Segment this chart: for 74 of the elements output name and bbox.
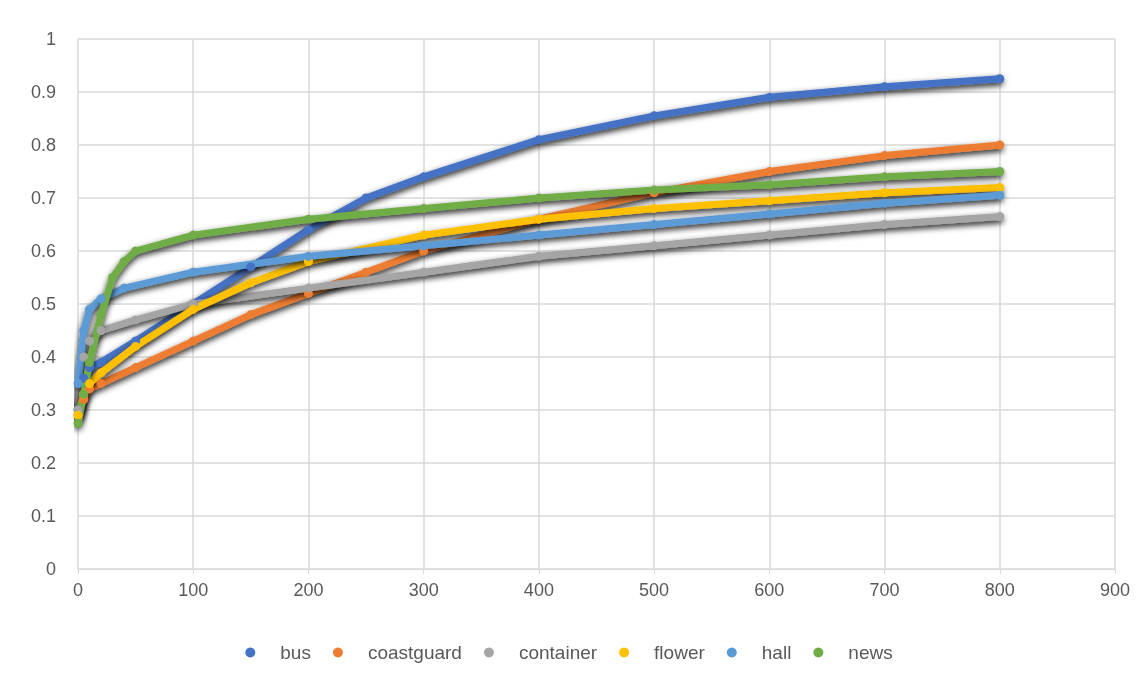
y-tick-label: 1 <box>45 29 56 49</box>
point <box>131 246 141 256</box>
legend-label: news <box>848 642 893 663</box>
legend-label: bus <box>280 642 311 663</box>
point <box>188 267 198 277</box>
point <box>649 204 659 214</box>
x-tick-label: 700 <box>869 580 900 600</box>
x-tick-label: 0 <box>72 580 84 600</box>
point <box>96 294 106 304</box>
point <box>419 241 429 251</box>
legend-label: container <box>518 642 598 663</box>
point <box>96 310 106 320</box>
y-tick-label: 0.2 <box>30 453 56 473</box>
x-tick-label: 600 <box>754 580 785 600</box>
point <box>188 304 198 314</box>
x-tick-label: 900 <box>1099 580 1131 600</box>
point <box>303 214 313 224</box>
point <box>995 140 1005 150</box>
point <box>303 225 313 235</box>
point <box>85 379 95 388</box>
x-tick-label: 400 <box>523 580 554 600</box>
point <box>119 283 129 293</box>
x-tick-label: 500 <box>639 580 670 600</box>
x-tick-label: 300 <box>408 580 439 600</box>
y-tick-label: 0.9 <box>30 82 56 102</box>
y-tick-label: 0.8 <box>30 135 56 155</box>
point <box>534 135 544 145</box>
point <box>188 230 198 240</box>
point <box>419 172 429 182</box>
point <box>246 278 256 288</box>
point <box>419 204 429 214</box>
x-tick-label: 100 <box>178 580 209 600</box>
point <box>361 193 371 203</box>
point <box>85 304 95 314</box>
point <box>73 379 83 388</box>
point <box>995 167 1005 176</box>
point <box>649 111 659 121</box>
x-tick-label: 200 <box>293 580 324 600</box>
point <box>96 368 106 378</box>
y-tick-label: 0.7 <box>30 188 56 208</box>
point <box>85 336 95 346</box>
y-tick-label: 0 <box>45 559 56 579</box>
point <box>131 315 141 325</box>
point <box>85 357 95 367</box>
point <box>108 273 118 282</box>
y-tick-label: 0.4 <box>30 347 56 367</box>
y-tick-label: 0.1 <box>30 506 56 526</box>
point <box>73 418 83 428</box>
point <box>764 92 774 102</box>
point <box>995 212 1005 222</box>
point <box>119 257 129 267</box>
x-tick-label: 800 <box>984 580 1015 600</box>
point <box>246 262 256 272</box>
y-tick-label: 0.3 <box>30 400 56 420</box>
point <box>96 326 106 335</box>
y-tick-label: 0.5 <box>30 294 56 314</box>
point <box>649 220 659 229</box>
point <box>534 251 544 261</box>
point <box>995 74 1005 84</box>
point <box>995 182 1005 192</box>
point <box>188 336 198 346</box>
point <box>361 267 371 277</box>
point <box>534 193 544 203</box>
legend-label: coastguard <box>367 642 462 663</box>
point <box>96 357 106 367</box>
y-tick-label: 0.6 <box>30 241 56 261</box>
point <box>96 379 106 388</box>
point <box>131 341 141 351</box>
point <box>246 310 256 320</box>
point <box>764 167 774 176</box>
legend-label: flower <box>654 642 706 663</box>
point <box>79 326 89 335</box>
point <box>131 363 141 373</box>
legend-label: hall <box>761 642 792 663</box>
